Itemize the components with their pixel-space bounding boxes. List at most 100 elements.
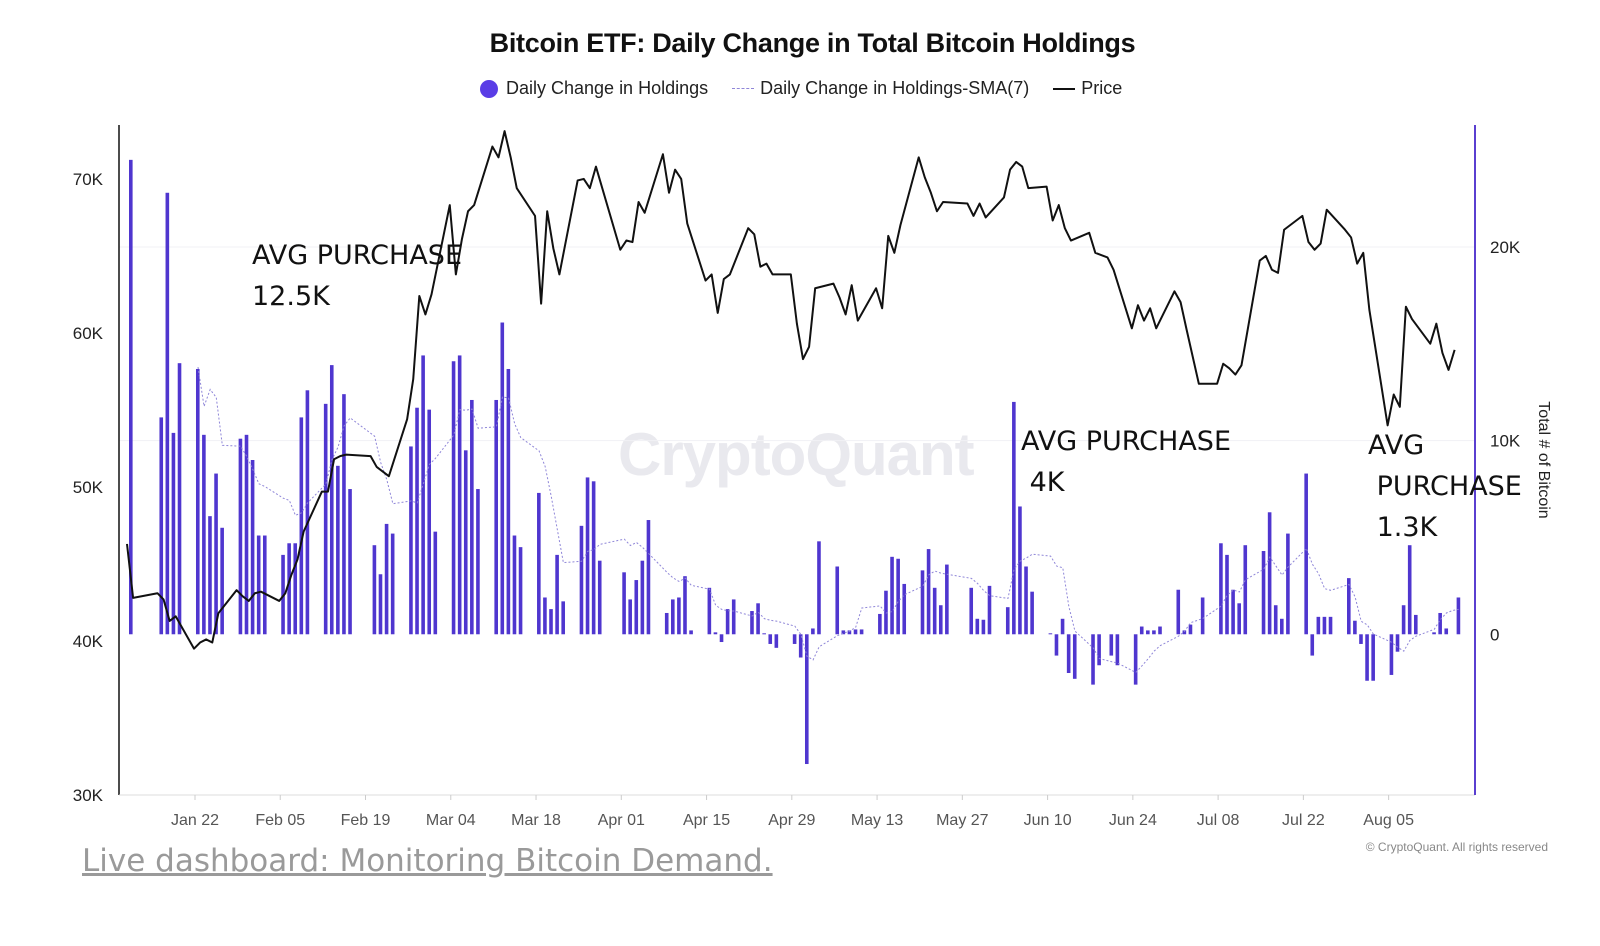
holdings-bar: [1115, 634, 1120, 666]
holdings-bar: [804, 634, 809, 765]
holdings-bar: [1444, 628, 1449, 635]
holdings-bar: [1030, 591, 1034, 635]
holdings-bar: [622, 572, 626, 635]
legend-price[interactable]: Price: [1081, 78, 1123, 98]
holdings-bar: [555, 554, 559, 635]
holdings-bar: [640, 560, 645, 635]
holdings-bar: [859, 629, 864, 635]
holdings-bar: [342, 394, 346, 635]
holdings-bar: [1304, 473, 1308, 635]
holdings-bar: [512, 535, 517, 635]
holdings-bar: [1353, 620, 1357, 635]
holdings-bar: [1280, 618, 1284, 635]
x-tick-label: Jun 24: [1109, 812, 1157, 829]
holdings-bar: [1139, 626, 1144, 635]
holdings-bar: [457, 355, 462, 635]
holdings-bar: [463, 450, 468, 635]
holdings-bar: [378, 574, 383, 635]
holdings-bar: [579, 525, 584, 635]
holdings-bar: [811, 628, 815, 635]
holdings-bar: [707, 587, 712, 635]
live-dashboard-link[interactable]: Live dashboard: Monitoring Bitcoin Deman…: [82, 843, 773, 879]
holdings-bar: [1066, 634, 1071, 674]
x-tick-label: May 13: [851, 812, 904, 829]
x-tick-label: Mar 18: [511, 812, 561, 829]
holdings-bar: [981, 619, 986, 635]
holdings-bar: [890, 556, 894, 635]
holdings-bar: [476, 489, 480, 635]
holdings-bar: [195, 368, 200, 635]
holdings-bar: [561, 601, 565, 635]
holdings-bar: [896, 558, 900, 635]
sma-line: [197, 366, 1459, 674]
holdings-bar: [1176, 589, 1181, 635]
legend-dashed-line-icon: [732, 88, 755, 89]
x-tick-label: Jan 22: [171, 812, 219, 829]
holdings-bar: [591, 481, 596, 635]
holdings-bar: [299, 417, 304, 635]
holdings-bar: [451, 361, 456, 635]
annotation-avg-purchase-3: AVG PURCHASE 1.3K: [1368, 430, 1522, 543]
x-tick-label: Apr 15: [683, 812, 730, 829]
legend-sma[interactable]: Daily Change in Holdings-SMA(7): [760, 78, 1030, 98]
x-tick-label: Feb 19: [341, 812, 391, 829]
holdings-bar: [774, 634, 779, 648]
holdings-bar: [1273, 605, 1278, 635]
holdings-bar: [1012, 401, 1016, 635]
holdings-bar: [537, 492, 541, 635]
legend-dot-icon: [480, 79, 498, 98]
holdings-bar: [421, 355, 425, 635]
holdings-bar: [1146, 630, 1150, 635]
holdings-bar: [634, 580, 639, 635]
holdings-bar: [1152, 630, 1156, 635]
holdings-bar: [792, 634, 797, 644]
holdings-bar: [262, 535, 267, 635]
holdings-bar: [256, 535, 261, 635]
right-tick-label: 20K: [1490, 238, 1521, 257]
holdings-bar: [1316, 616, 1321, 635]
holdings-bar: [945, 564, 949, 635]
holdings-bar: [677, 597, 681, 635]
holdings-bar: [938, 605, 943, 635]
holdings-bar: [415, 407, 419, 635]
x-tick-label: Jul 08: [1197, 812, 1240, 829]
x-tick-label: Jul 22: [1282, 812, 1325, 829]
holdings-bar: [348, 489, 352, 635]
holdings-bar: [470, 399, 474, 635]
holdings-bar: [817, 541, 821, 635]
holdings-bar: [841, 630, 846, 635]
holdings-bar: [1060, 618, 1065, 635]
holdings-bar: [220, 527, 224, 635]
holdings-bar: [1091, 634, 1095, 685]
legend-holdings[interactable]: Daily Change in Holdings: [506, 78, 709, 98]
holdings-bar: [1371, 634, 1375, 681]
holdings-bar: [543, 597, 547, 635]
holdings-bar: [1347, 578, 1351, 635]
holdings-bar: [1322, 616, 1327, 635]
holdings-bar: [1225, 554, 1229, 635]
holdings-bar: [585, 477, 590, 635]
holdings-bar: [713, 632, 718, 635]
holdings-bar: [244, 434, 249, 635]
left-tick-label: 60K: [73, 324, 104, 343]
x-tick-label: Apr 29: [768, 812, 815, 829]
holdings-bar: [847, 630, 852, 635]
holdings-bar: [768, 634, 773, 644]
holdings-bar: [1182, 630, 1187, 635]
holdings-bar: [305, 390, 310, 635]
x-tick-label: Mar 04: [426, 812, 476, 829]
holdings-bar: [835, 566, 840, 635]
holdings-bar: [671, 599, 675, 635]
x-tick-label: Aug 05: [1363, 812, 1414, 829]
holdings-bar: [1158, 626, 1162, 635]
holdings-bar: [549, 609, 553, 635]
holdings-bar: [902, 583, 907, 635]
holdings-bar: [926, 549, 931, 635]
holdings-bar: [932, 587, 937, 635]
holdings-bar: [1328, 616, 1333, 635]
holdings-bar: [878, 613, 882, 635]
holdings-bar: [1072, 634, 1077, 679]
holdings-bar: [384, 523, 389, 635]
holdings-bar: [1267, 512, 1272, 635]
